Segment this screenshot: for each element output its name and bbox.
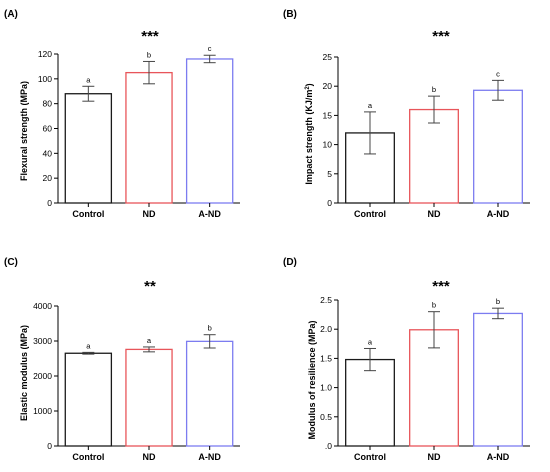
panel-a-significance: *** [141,28,159,45]
panel-c-category-a-nd: A-ND [198,452,221,462]
panel-c-category-nd: ND [143,452,156,462]
panel-c-ytick-label: 2000 [33,371,52,381]
panel-d-letter-a-nd: b [496,297,500,306]
panel-b-plot: 0 5 10 15 20 25 a Control b ND c A-ND [323,52,530,219]
panel-c-ytick-label: 3000 [33,336,52,346]
panel-a-label: (A) [4,9,18,20]
panel-a-bar-nd [125,71,173,204]
panel-a-bar-a-nd [185,58,234,204]
panel-a-category-control: Control [72,209,104,219]
panel-c-ytick-label: 4000 [33,301,52,311]
panel-a-letter-control: a [86,75,91,84]
panel-b-letter-control: a [368,101,373,110]
panel-a-letter-a-nd: c [208,44,212,53]
panel-d-bar-a-nd [473,312,523,447]
panel-c-letter-control: a [86,341,91,350]
panel-c-ytick-label: 0 [47,441,52,451]
panel-d-label: (D) [283,257,297,268]
panel-d-plot: .0 0.5 1.0 1.5 2.0 2.5 a Control b ND b A-ND [320,295,530,462]
panel-a-plot: 0 20 40 60 80 100 120 a Control b ND c A-ND [38,44,240,219]
panel-b-ytick-label: 5 [327,169,332,179]
panel-b-category-control: Control [354,209,386,219]
panel-d-ytick-label: .0 [325,441,332,451]
panel-b-ytick-label: 0 [327,198,332,208]
panel-c-significance: ** [144,278,156,295]
panel-b-ytick-label: 25 [323,52,333,62]
panel-a-ytick-label: 60 [43,124,53,134]
panel-b-ylabel: Impact strength (KJ/m2) [304,83,314,184]
panel-d-ytick-label: 1.0 [320,383,332,393]
panel-c-ylabel: Elastic modulus (MPa) [19,325,29,421]
panel-d-ytick-label: 2.0 [320,324,332,334]
panel-b-significance: *** [432,28,450,45]
panel-d-significance: *** [432,278,450,295]
panel-a-category-a-nd: A-ND [198,209,221,219]
panel-b-ytick-label: 15 [323,110,333,120]
panel-a-ytick-label: 0 [47,198,52,208]
panel-d-category-a-nd: A-ND [487,452,510,462]
panel-a-ytick-label: 80 [43,99,53,109]
panel-a: (A) *** Flexural strength (MPa) 0 20 40 60 8… [4,9,240,219]
panel-c-label: (C) [4,257,18,268]
panel-b-category-a-nd: A-ND [487,209,510,219]
panel-b-letter-nd: b [432,85,436,94]
panel-d-category-nd: ND [428,452,441,462]
panel-d-ytick-label: 0.5 [320,412,332,422]
panel-a-ytick-label: 120 [38,49,52,59]
panel-d-letter-control: a [368,337,373,346]
panel-a-ytick-label: 20 [43,173,53,183]
panel-b-bar-a-nd [473,89,523,204]
panel-a-ytick-label: 40 [43,148,53,158]
panel-b: (B) *** Impact strength (KJ/m2) 0 5 10 15 20… [283,9,530,219]
panel-c: (C) ** Elastic modulus (MPa) 0 1000 2000 30… [4,257,240,462]
panel-a-category-nd: ND [143,209,156,219]
panel-d: (D) *** Modulus of resilience (MPa) .0 0.… [283,257,530,462]
panel-d-ylabel: Modulus of resilience (MPa) [307,320,317,439]
panel-d-bar-control [345,358,395,447]
panel-c-category-control: Control [72,452,104,462]
panel-a-ytick-label: 100 [38,74,52,84]
panel-c-bar-nd [125,348,173,447]
panel-a-ylabel: Flexural strength (MPa) [19,81,29,181]
panel-d-bar-nd [409,329,459,447]
panel-a-letter-nd: b [147,50,151,59]
panel-d-letter-nd: b [432,301,436,310]
panel-c-plot: 0 1000 2000 3000 4000 a Control a ND b A-ND [33,301,240,462]
panel-b-letter-a-nd: c [496,69,500,78]
panel-d-category-control: Control [354,452,386,462]
panel-b-category-nd: ND [428,209,441,219]
panel-b-ytick-label: 10 [323,140,333,150]
panel-c-bar-a-nd [185,340,234,447]
panel-b-ytick-label: 20 [323,81,333,91]
panel-c-letter-a-nd: b [208,324,212,333]
panel-d-ytick-label: 2.5 [320,295,332,305]
panel-d-ytick-label: 1.5 [320,353,332,363]
panel-c-bar-control [64,352,113,447]
panel-b-label: (B) [283,9,297,20]
panel-a-bar-control [64,93,113,204]
panel-c-letter-nd: a [147,336,152,345]
panel-c-ytick-label: 1000 [33,406,52,416]
panel-b-bar-nd [409,108,459,204]
